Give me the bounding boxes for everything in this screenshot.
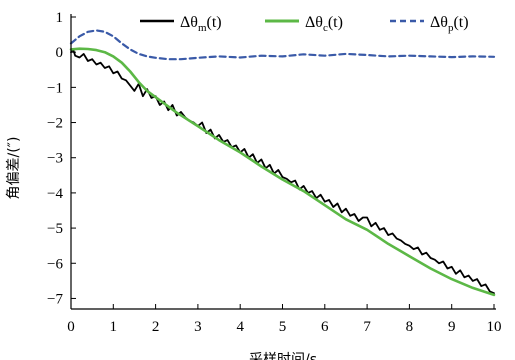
x-tick-label: 4 — [236, 319, 244, 335]
y-tick-label: −1 — [47, 80, 63, 96]
legend: Δθm(t) Δθc(t) Δθp(t) — [140, 14, 469, 34]
y-tick-label: 0 — [56, 45, 64, 61]
x-tick-label: 6 — [321, 319, 329, 335]
x-tick-label: 8 — [406, 319, 414, 335]
x-tick-label: 0 — [67, 319, 75, 335]
x-axis-title: 采样时间/s — [249, 352, 317, 360]
x-tick-label: 9 — [448, 319, 456, 335]
x-tick-label: 7 — [363, 319, 371, 335]
x-tick-label: 1 — [110, 319, 118, 335]
y-tick-label: −5 — [47, 221, 63, 237]
series-line-2 — [69, 29, 496, 61]
x-tick-label: 2 — [152, 319, 160, 335]
y-tick-label: −7 — [47, 291, 63, 307]
legend-label-1: Δθc(t) — [305, 14, 343, 34]
y-tick-label: 1 — [56, 10, 64, 26]
series-layer — [69, 29, 496, 297]
series-line-1 — [69, 47, 496, 297]
series-line-0 — [70, 48, 495, 295]
y-tick-label: −3 — [47, 151, 63, 167]
y-axis-title: 角偏差/(″) — [6, 137, 22, 200]
y-tick-label: −6 — [47, 256, 63, 272]
x-tick-label: 5 — [279, 319, 287, 335]
y-tick-label: −2 — [47, 116, 63, 132]
x-tick-label: 3 — [194, 319, 202, 335]
legend-label-0: Δθm(t) — [180, 14, 222, 34]
y-tick-label: −4 — [47, 186, 63, 202]
legend-label-2: Δθp(t) — [430, 14, 469, 34]
x-tick-label: 10 — [487, 319, 502, 335]
